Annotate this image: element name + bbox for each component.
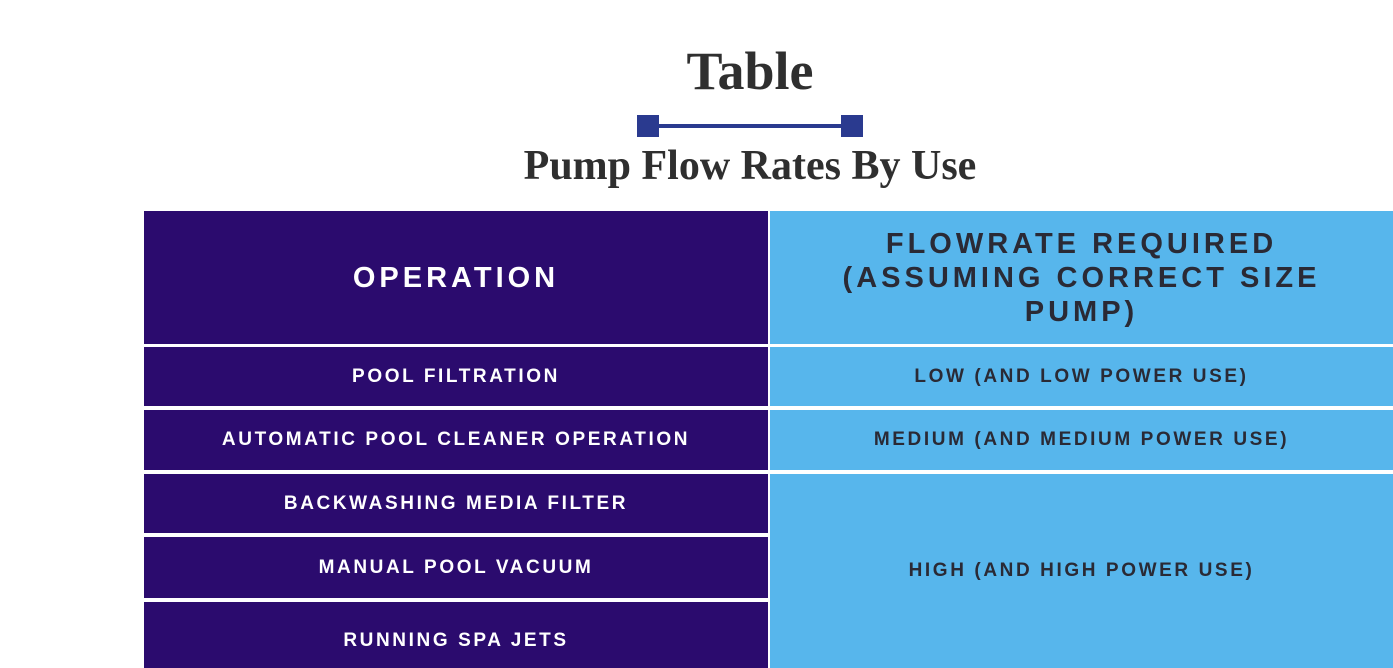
flowrate-cell: LOW (AND LOW POWER USE) — [770, 347, 1393, 406]
flowrate-cell: MEDIUM (AND MEDIUM POWER USE) — [770, 410, 1393, 470]
flowrate-cell: HIGH (AND HIGH POWER USE) — [770, 474, 1393, 668]
column-header: FLOWRATE REQUIRED (ASSUMING CORRECT SIZE… — [770, 211, 1393, 344]
title: Table — [686, 41, 814, 101]
column-header: OPERATION — [144, 211, 768, 344]
operation-cell: MANUAL POOL VACUUM — [144, 537, 768, 598]
operation-cell: POOL FILTRATION — [144, 347, 768, 406]
operation-cell: BACKWASHING MEDIA FILTER — [144, 474, 768, 533]
subtitle: Pump Flow Rates By Use — [523, 143, 977, 189]
title-divider — [637, 115, 863, 137]
operation-cell: AUTOMATIC POOL CLEANER OPERATION — [144, 410, 768, 470]
operation-cell: RUNNING SPA JETS — [144, 602, 768, 668]
